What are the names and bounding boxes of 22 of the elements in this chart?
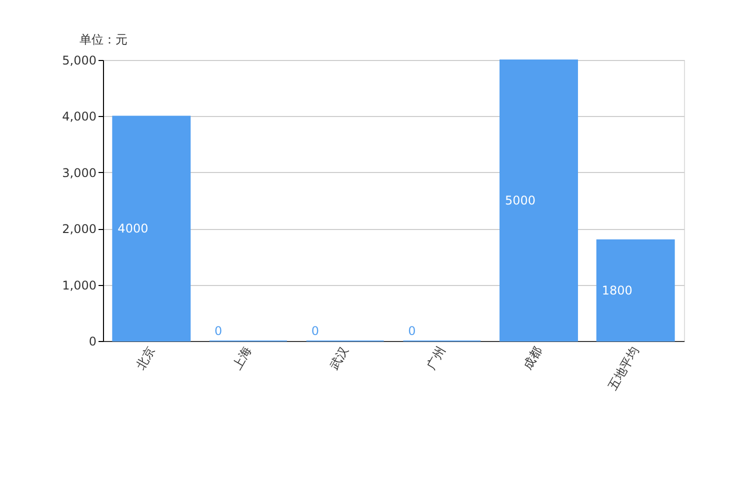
y-axis-title: 单位：元 (80, 32, 128, 46)
x-tick-label: 五地平均 (606, 344, 642, 393)
bar (500, 60, 578, 342)
data-label: 0 (214, 324, 222, 338)
x-tick-label: 北京 (133, 344, 158, 372)
data-label: 0 (408, 324, 416, 338)
y-tick-label: 2,000 (62, 222, 96, 236)
data-label: 4000 (118, 222, 148, 236)
data-label: 1800 (602, 283, 632, 298)
y-tick-label: 4,000 (62, 110, 96, 124)
y-tick-label: 5,000 (62, 54, 96, 68)
x-tick-label: 广州 (424, 344, 448, 372)
y-tick-label: 1,000 (62, 278, 96, 292)
bar (596, 239, 675, 342)
x-tick-label: 武汉 (327, 344, 352, 372)
x-tick-label: 上海 (230, 344, 254, 372)
y-tick-label: 3,000 (62, 166, 96, 180)
bar (112, 116, 191, 342)
data-label: 0 (311, 324, 319, 338)
y-tick-label: 0 (88, 334, 96, 348)
data-label: 5000 (505, 194, 536, 208)
x-tick-label: 成都 (520, 344, 545, 372)
